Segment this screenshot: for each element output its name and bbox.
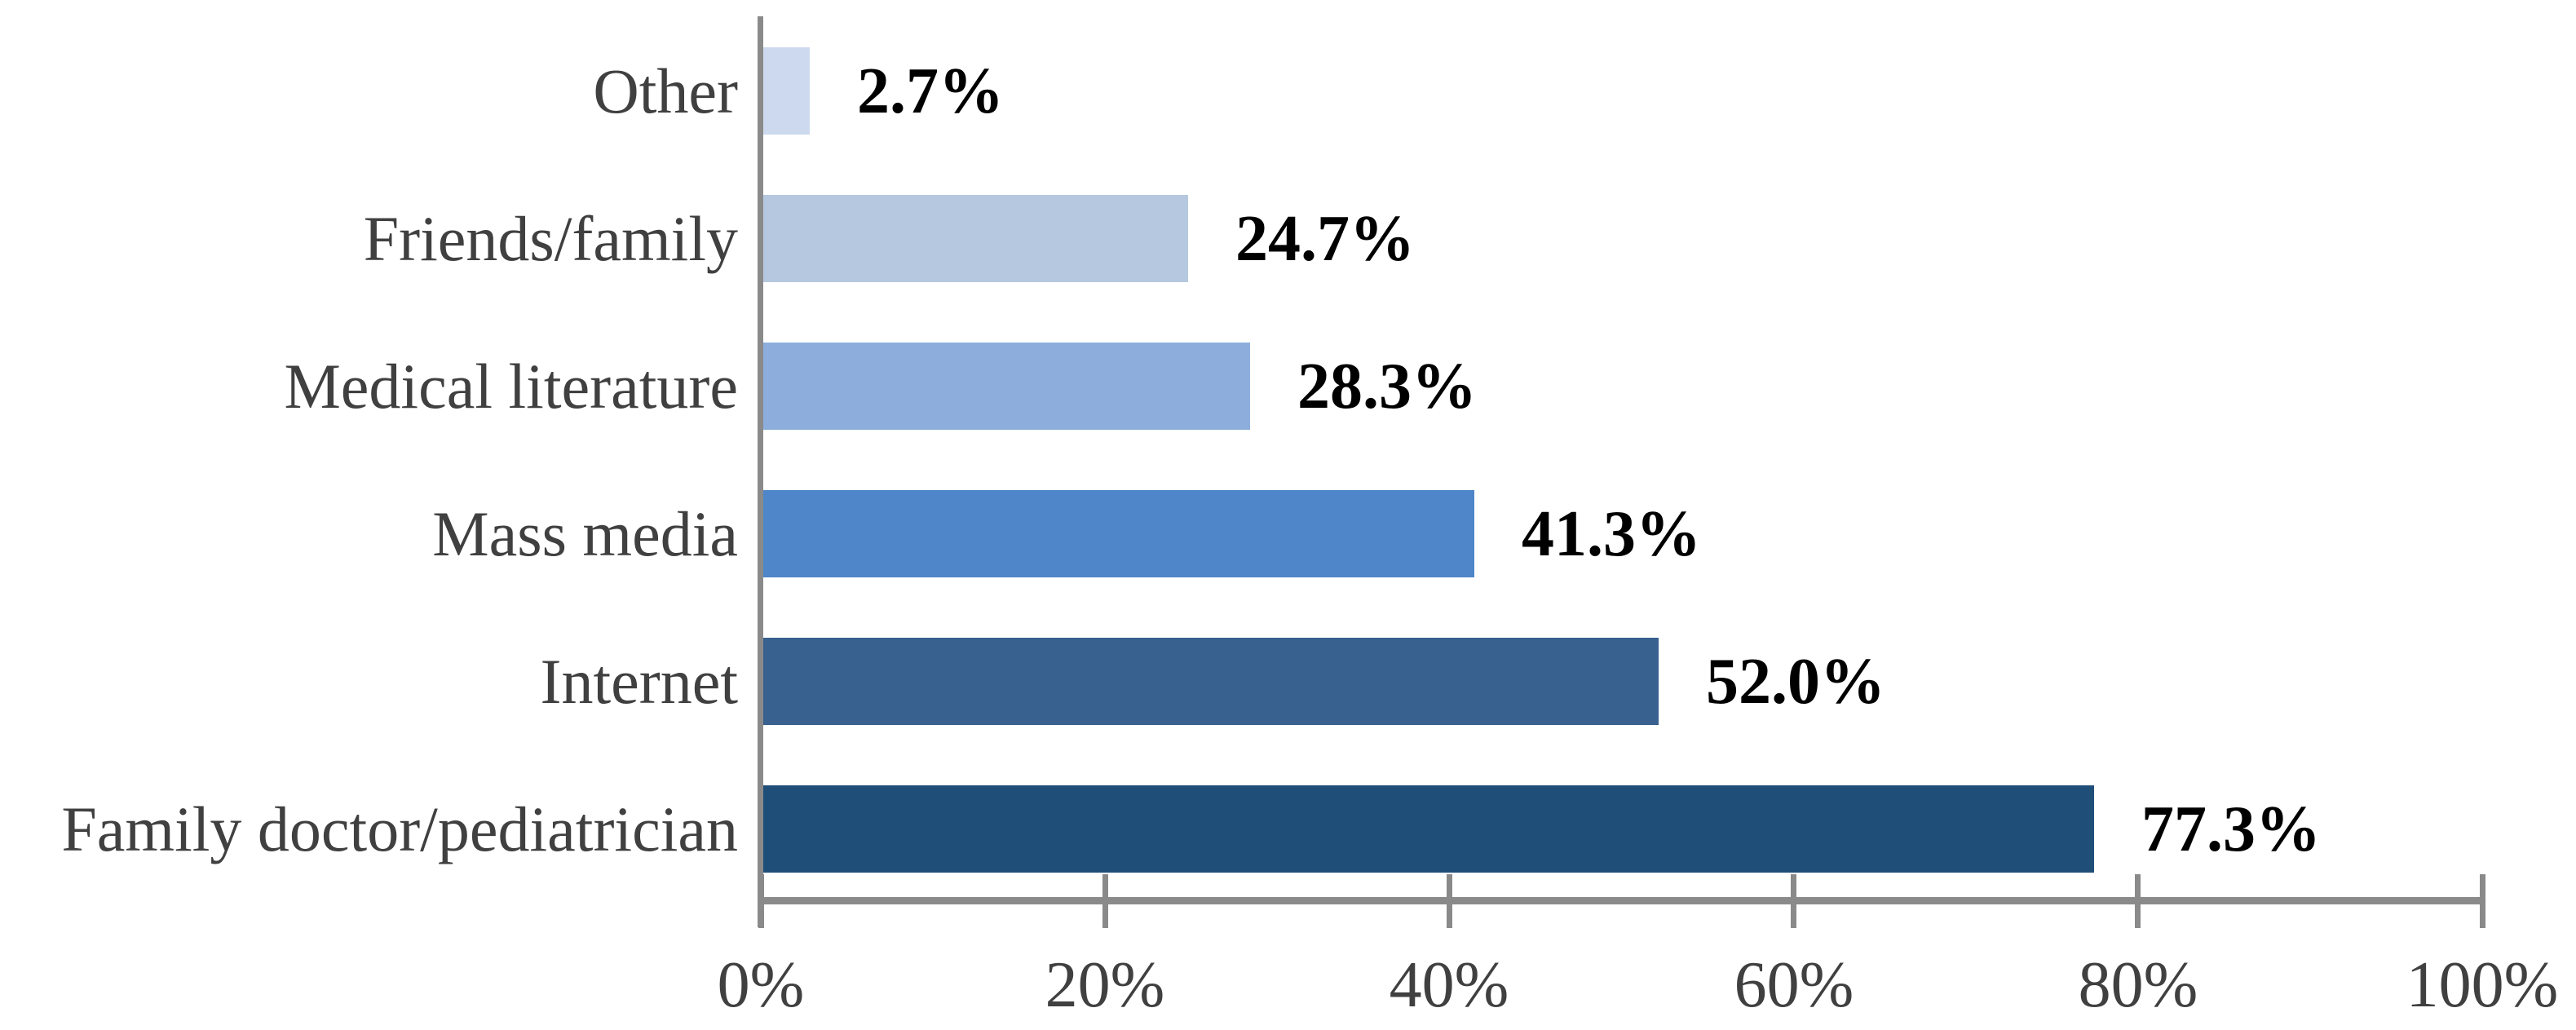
category-label: Internet xyxy=(540,645,738,717)
x-axis-tick xyxy=(1447,874,1452,928)
x-axis-tick xyxy=(1791,874,1796,928)
value-label: 2.7% xyxy=(857,55,1004,127)
category-label: Friends/family xyxy=(363,202,738,274)
x-axis-line xyxy=(758,897,2485,904)
category-label: Other xyxy=(593,55,738,126)
bar xyxy=(763,343,1250,430)
x-axis-tick-label: 40% xyxy=(1389,949,1509,1021)
x-axis-tick xyxy=(758,874,764,928)
x-axis-tick xyxy=(1102,874,1108,928)
bar xyxy=(763,638,1659,725)
category-label: Family doctor/pediatrician xyxy=(61,793,738,864)
y-axis-line xyxy=(758,16,763,927)
x-axis-tick-label: 80% xyxy=(2078,949,2198,1021)
value-label: 24.7% xyxy=(1235,202,1415,275)
x-axis-tick xyxy=(2480,874,2485,928)
bar xyxy=(763,490,1474,577)
x-axis-tick xyxy=(2135,874,2141,928)
value-label: 41.3% xyxy=(1522,497,1701,570)
x-axis-tick-label: 0% xyxy=(717,949,805,1021)
bar xyxy=(763,195,1188,282)
value-label: 28.3% xyxy=(1297,350,1477,422)
x-axis-tick-label: 100% xyxy=(2406,949,2559,1021)
category-label: Medical literature xyxy=(284,350,738,422)
x-axis-tick-label: 60% xyxy=(1734,949,1854,1021)
value-label: 77.3% xyxy=(2141,793,2321,865)
x-axis-tick-label: 20% xyxy=(1045,949,1165,1021)
bar xyxy=(763,47,810,135)
value-label: 52.0% xyxy=(1706,645,1885,718)
category-label: Mass media xyxy=(432,497,738,569)
bar xyxy=(763,785,2094,873)
